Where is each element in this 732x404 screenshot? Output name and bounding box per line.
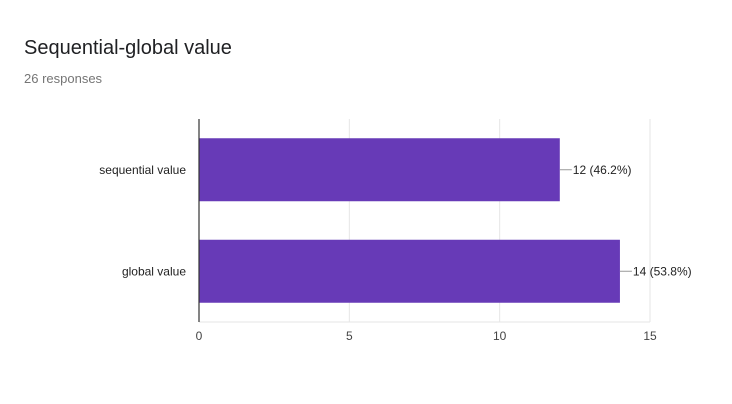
x-tick-label-10: 10: [493, 329, 507, 343]
data-label-0: 12 (46.2%): [573, 163, 632, 177]
labels: 0 5 10 15 sequential value 12 (46.2%) global v…: [99, 163, 691, 343]
chart-title: Sequential-global value: [24, 37, 232, 59]
x-tick-label-5: 5: [346, 329, 353, 343]
bars: [199, 138, 620, 303]
response-count: 26 responses: [24, 71, 103, 86]
bar-1: [199, 239, 620, 303]
x-tick-label-0: 0: [196, 329, 203, 343]
data-label-1: 14 (53.8%): [633, 264, 692, 278]
x-tick-label-15: 15: [643, 329, 657, 343]
bar-0: [199, 138, 560, 202]
category-label-0: sequential value: [99, 163, 186, 177]
category-label-1: global value: [122, 264, 186, 278]
